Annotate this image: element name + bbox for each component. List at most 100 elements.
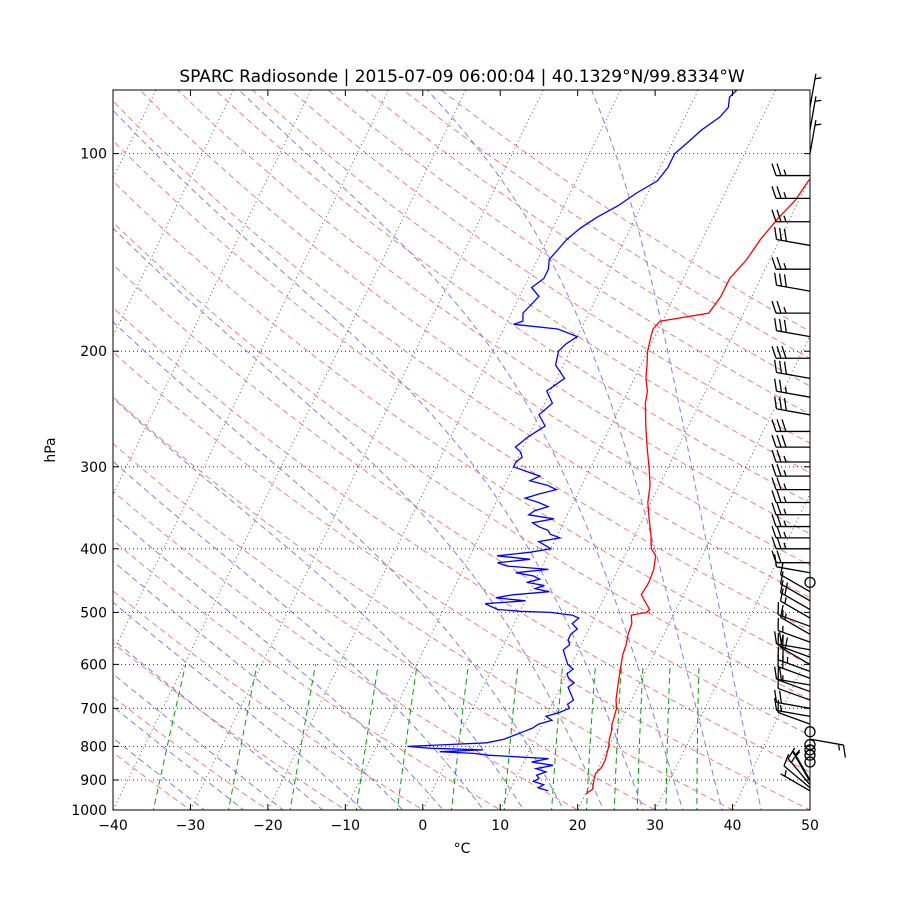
moist-adiabat-line [113, 514, 444, 810]
wind-barb-staff [777, 687, 811, 701]
x-tick-label: −30 [176, 818, 206, 834]
dry-adiabat-line [113, 442, 657, 810]
wind-barb-flag [771, 525, 777, 539]
wind-barb-staff [780, 600, 811, 619]
wind-barb [774, 697, 811, 717]
wind-barb [771, 256, 810, 270]
wind-barb-flag [771, 419, 777, 432]
mixing-ratio-line [503, 664, 519, 810]
wind-barb-flag [774, 631, 778, 644]
wind-barb [771, 419, 810, 433]
wind-barb-flag [771, 502, 777, 515]
wind-barb [771, 502, 810, 516]
wind-barb-flag [771, 490, 777, 503]
mixing-ratio-line [396, 664, 418, 810]
wind-barb-flag [771, 514, 777, 527]
wind-barb [774, 554, 811, 574]
wind-barb [771, 536, 810, 550]
y-axis-label: hPa [43, 437, 59, 462]
wind-barb-staff [792, 751, 811, 782]
x-tick-label: −20 [253, 818, 283, 834]
wind-barb [774, 689, 811, 709]
wind-barb-flag [771, 256, 777, 270]
wind-barb-half-flag [814, 123, 822, 126]
wind-barb-staff [780, 574, 811, 593]
isotherm-line [113, 90, 389, 653]
wind-barb [777, 647, 811, 673]
wind-barb-half-flag [783, 542, 787, 550]
mixing-ratio-line [451, 664, 469, 810]
isotherm-line [344, 90, 699, 810]
wind-barb-flag [776, 536, 782, 550]
moist-adiabat-line [113, 109, 644, 810]
y-tick-label: 1000 [71, 803, 107, 819]
wind-barb [774, 226, 811, 247]
dry-adiabat-line [364, 90, 810, 387]
wind-barb-staff [776, 390, 811, 398]
wind-barb-half-flag [795, 749, 801, 756]
wind-barb-flag [776, 256, 782, 270]
wind-barb-half-flag [783, 520, 787, 527]
dry-adiabat-line [113, 396, 734, 810]
y-axis: 100 200 300 400 500 600 700 800 900 1000 [71, 147, 810, 819]
plot-frame [112, 89, 811, 811]
wind-barb-half-flag [783, 455, 787, 463]
wind-barb [779, 588, 811, 619]
moist-adiabat-line [113, 460, 484, 810]
wind-barb-flag [778, 397, 783, 410]
wind-barb-staff [783, 765, 811, 789]
wind-barb-flag [774, 318, 778, 331]
wind-barb [771, 346, 810, 359]
wind-barb-flag [776, 514, 782, 527]
wind-barb-flag [842, 744, 846, 758]
wind-barb [779, 562, 811, 593]
wind-barb-staff [809, 96, 817, 130]
wind-barb-flag [778, 632, 783, 645]
y-tick-label: 600 [80, 657, 107, 673]
wind-barb-flag [774, 666, 778, 680]
x-axis-label: °C [454, 841, 471, 857]
x-tick-label: 50 [801, 818, 819, 834]
wind-barb-flag [783, 361, 788, 375]
wind-barb-staff [780, 646, 811, 665]
isotherm-line [113, 90, 312, 495]
wind-barb-staff [776, 284, 811, 292]
wind-barb-flag [778, 690, 783, 704]
wind-barb [774, 272, 811, 292]
moist-adiabat-line [591, 90, 762, 810]
wind-barb-staff [777, 629, 811, 643]
wind-barb [779, 571, 811, 602]
moist-adiabat-line [238, 90, 684, 810]
wind-barb [774, 378, 811, 398]
mixing-ratio-line [696, 664, 700, 810]
dry-adiabat-line [113, 221, 810, 701]
wind-barb-flag [771, 346, 777, 359]
wind-barb-half-flag [783, 306, 787, 314]
x-tick-label: −10 [331, 818, 361, 834]
wind-barb-staff [776, 330, 811, 338]
wind-barb-flag [778, 273, 783, 287]
wind-barb-flag [774, 272, 778, 286]
chart-title: SPARC Radiosonde | 2015-07-09 06:00:04 |… [179, 67, 745, 87]
y-tick-label: 500 [80, 605, 107, 621]
wind-barb-flag [779, 562, 784, 575]
moist-adiabat-line [113, 560, 404, 810]
moist-adiabat-line [113, 227, 605, 810]
x-tick-label: 10 [491, 818, 509, 834]
wind-barb-flag [787, 747, 796, 759]
wind-barb-half-flag [784, 386, 788, 394]
dry-adiabat-line [113, 490, 579, 810]
wind-barb-half-flag [837, 744, 841, 751]
wind-barb-staff [777, 644, 811, 658]
wind-barb-flag [776, 449, 782, 463]
wind-barb-staff [776, 678, 811, 686]
wind-barb-flag [776, 300, 782, 314]
mixing-ratio-line [585, 664, 596, 810]
wind-barb [809, 96, 822, 130]
wind-barb [783, 753, 811, 789]
wind-barb-flag [783, 319, 788, 333]
x-axis: −40 −30 −20 −10 0 10 20 30 40 50 [98, 90, 819, 834]
wind-barb [774, 318, 811, 338]
wind-barb-flag [778, 379, 783, 393]
wind-barb-flag [776, 550, 782, 563]
